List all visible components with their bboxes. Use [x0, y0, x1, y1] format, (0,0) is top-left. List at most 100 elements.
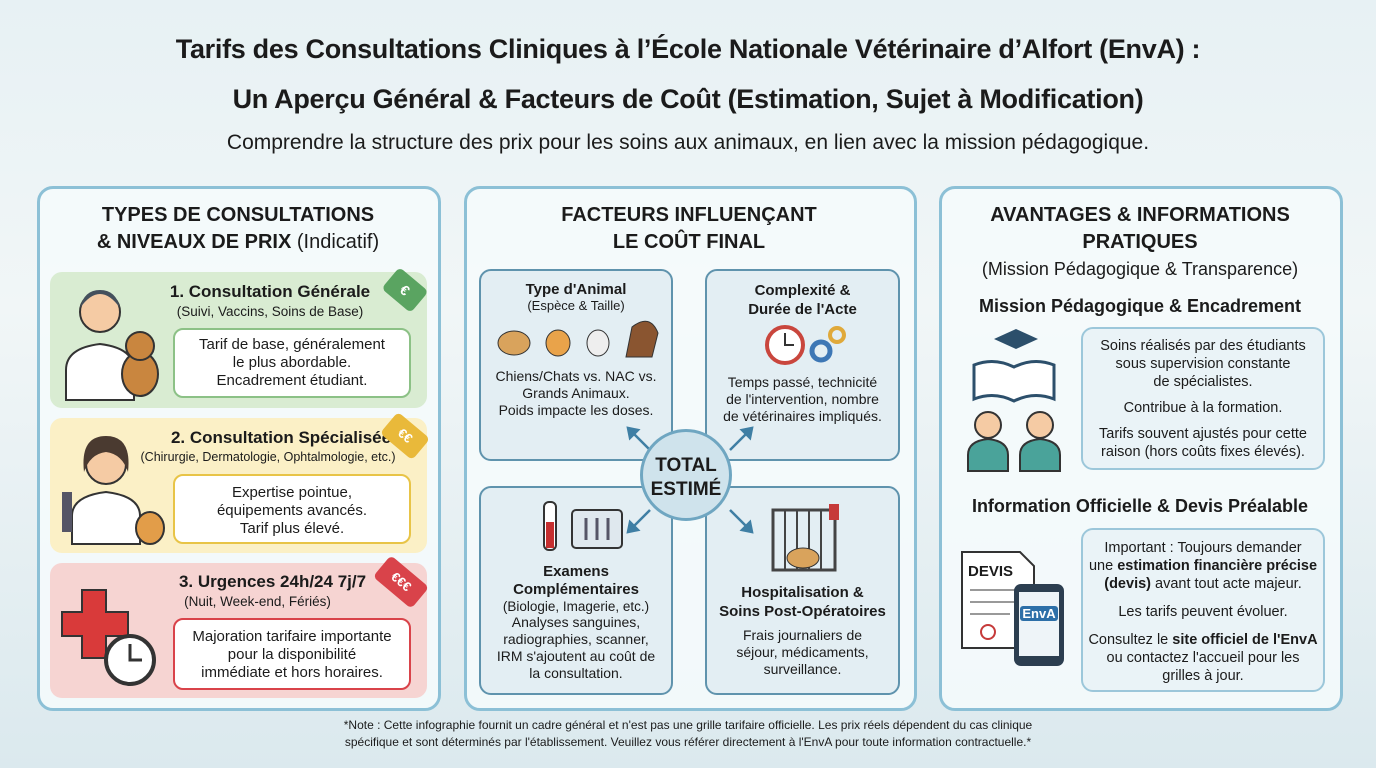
- factor-subtitle: (Espèce & Taille): [527, 298, 625, 313]
- text: Complexité &: [754, 282, 851, 299]
- text: de vétérinaires impliqués.: [723, 408, 882, 424]
- text: radiographies, scanner,: [503, 631, 649, 647]
- paragraph: Les tarifs peuvent évoluer.: [1118, 604, 1288, 620]
- text: une: [1088, 558, 1118, 574]
- text: raison (hors coûts fixes élevés).: [1101, 444, 1305, 460]
- text: surveillance.: [763, 661, 842, 677]
- paragraph: Soins réalisés par des étudiants sous sup…: [1083, 337, 1323, 391]
- text: pour la disponibilité: [227, 646, 357, 663]
- icon-label: DEVIS: [968, 563, 1014, 580]
- title-line: Un Aperçu Général & Facteurs de Coût (Es…: [232, 84, 1144, 114]
- card-subtitle: (Suivi, Vaccins, Soins de Base): [176, 304, 364, 319]
- lab-icon: [543, 501, 623, 551]
- text: spécifique et sont déterminés par l'étab…: [344, 735, 1032, 749]
- factor-box: Type d'Animal (Espèce & Taille) Chiens/C…: [479, 269, 673, 461]
- text: AVANTAGES & INFORMATIONS: [990, 204, 1290, 226]
- text: (devis): [1104, 576, 1151, 592]
- text: Tarifs souvent ajustés pour cette: [1099, 426, 1307, 442]
- factor-text: Temps passé, technicité de l'intervention…: [707, 374, 898, 425]
- text: séjour, médicaments,: [736, 644, 869, 660]
- text: Temps passé, technicité: [727, 374, 878, 390]
- factor-title: Hospitalisation & Soins Post-Opératoires: [707, 583, 898, 621]
- icon-label: EnvA: [1020, 606, 1058, 621]
- text: Tarif plus élevé.: [239, 520, 345, 537]
- education-icon: [967, 329, 1061, 472]
- text: FACTEURS INFLUENÇANT: [561, 204, 817, 226]
- paragraph: Tarifs souvent ajustés pour cette raison …: [1083, 425, 1323, 461]
- info-box: Soins réalisés par des étudiants sous sup…: [1081, 327, 1325, 470]
- factor-title: Complexité & Durée de l'Acte: [707, 281, 898, 319]
- card-body: Majoration tarifaire importante pour la d…: [173, 618, 411, 690]
- factor-title: Type d'Animal: [525, 281, 627, 298]
- text: Poids impacte les doses.: [498, 402, 654, 418]
- text: Durée de l'Acte: [748, 301, 857, 318]
- text: estimation financière précise: [1117, 558, 1318, 574]
- hub: TOTAL ESTIMÉ: [640, 429, 732, 521]
- text: Consultez le: [1088, 632, 1173, 648]
- text: (Mission Pédagogique & Transparence): [981, 259, 1299, 279]
- text: immédiate et hors horaires.: [201, 664, 383, 681]
- text: de spécialistes.: [1153, 374, 1253, 390]
- factor-box: Complexité & Durée de l'Acte Temps passé,…: [705, 269, 900, 461]
- footer-note: *Note : Cette infographie fournit un cad…: [0, 717, 1376, 751]
- text: *Note : Cette infographie fournit un cad…: [343, 718, 1033, 732]
- text: TYPES DE CONSULTATIONS: [101, 204, 375, 226]
- title-line: Tarifs des Consultations Cliniques à l’É…: [175, 34, 1201, 64]
- panel-title: FACTEURS INFLUENÇANT LE COÛT FINAL: [464, 202, 914, 256]
- factor-text: Analyses sanguines, radiographies, scanne…: [481, 614, 671, 682]
- paragraph: Contribue à la formation.: [1123, 400, 1283, 416]
- factor-text: Frais journaliers de séjour, médicaments,…: [707, 627, 898, 678]
- emergency-icon: [61, 589, 156, 686]
- text: PRATIQUES: [1082, 231, 1198, 253]
- vet-icon: [65, 290, 159, 401]
- text: équipements avancés.: [216, 502, 368, 519]
- text: Majoration tarifaire importante: [192, 628, 392, 645]
- text: Analyses sanguines,: [511, 614, 641, 630]
- text: & NIVEAUX DE PRIX: [96, 231, 292, 253]
- text: Soins réalisés par des étudiants: [1100, 338, 1306, 354]
- panel-title: AVANTAGES & INFORMATIONS PRATIQUES (Missio…: [940, 202, 1340, 283]
- text: la consultation.: [529, 665, 623, 681]
- text: Frais journaliers de: [742, 627, 863, 643]
- text: (Indicatif): [296, 231, 380, 253]
- clock-gears-icon: [764, 325, 846, 365]
- text: ESTIMÉ: [650, 479, 722, 500]
- text: TOTAL: [655, 455, 717, 476]
- factor-subtitle: (Biologie, Imagerie, etc.): [502, 599, 650, 614]
- paragraph: Consultez le site officiel de l'EnvA ou c…: [1083, 631, 1323, 685]
- text: Encadrement étudiant.: [216, 372, 368, 389]
- factor-title: Examens Complémentaires: [481, 563, 671, 599]
- text: grilles à jour.: [1162, 668, 1244, 684]
- card-subtitle: (Nuit, Week-end, Fériés): [184, 594, 331, 609]
- panel-title: TYPES DE CONSULTATIONS & NIVEAUX DE PRIX …: [40, 202, 436, 256]
- card-title: 2. Consultation Spécialisée: [170, 428, 392, 447]
- info-box: Important : Toujours demander une estimat…: [1081, 528, 1325, 692]
- hospital-icon: [771, 504, 839, 572]
- text: site officiel de l'EnvA: [1172, 632, 1318, 648]
- text: Grands Animaux.: [522, 385, 630, 401]
- text: Soins Post-Opératoires: [719, 603, 886, 620]
- subtitle: Comprendre la structure des prix pour le…: [226, 131, 1150, 154]
- text: Important : Toujours demander: [1104, 540, 1302, 556]
- text: Chiens/Chats vs. NAC vs.: [495, 368, 657, 384]
- card-title: 1. Consultation Générale: [169, 282, 371, 301]
- text: de l'intervention, nombre: [726, 391, 879, 407]
- specialist-icon: [62, 436, 165, 545]
- devis-icon: [961, 551, 1064, 666]
- hub-arrows: [626, 426, 754, 534]
- text: Complémentaires: [513, 581, 639, 598]
- text: IRM s'ajoutent au coût de: [496, 648, 656, 664]
- text: Expertise pointue,: [231, 484, 353, 501]
- factor-box: Hospitalisation & Soins Post-Opératoires …: [705, 486, 900, 695]
- text: sous supervision constante: [1115, 356, 1291, 372]
- text: Examens: [543, 563, 609, 580]
- section-heading: Information Officielle & Devis Préalable: [971, 496, 1309, 516]
- text: Tarif de base, généralement: [199, 336, 385, 353]
- factor-text: Chiens/Chats vs. NAC vs. Grands Animaux. P…: [481, 368, 671, 419]
- text: avant tout acte majeur.: [1151, 576, 1302, 592]
- card-body: Tarif de base, généralement le plus abord…: [173, 328, 411, 398]
- text: Hospitalisation &: [741, 584, 864, 601]
- animals-icon: [497, 320, 659, 358]
- text: LE COÛT FINAL: [612, 231, 766, 253]
